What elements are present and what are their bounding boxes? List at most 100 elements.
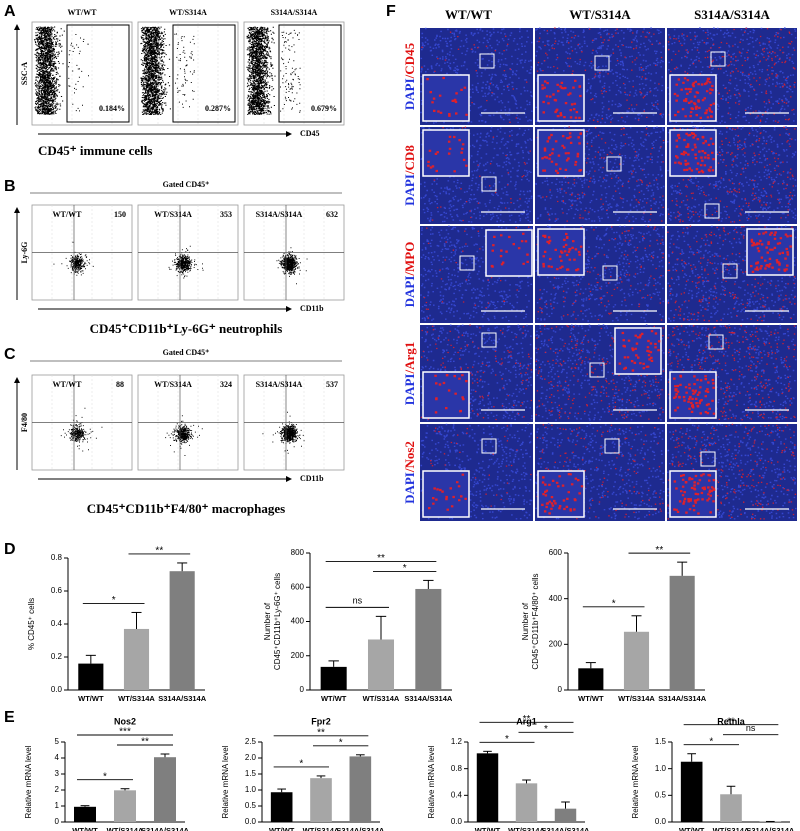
y-tick-label: 0.0 [51,685,63,694]
genotype-label: WT/S314A [169,8,207,17]
inset-signal [674,132,715,174]
x-tick-label: WT/S314A [303,826,340,831]
x-tick-label: S314A/S314A [158,694,207,703]
y-axis-label: % CD45⁺ cells [27,598,36,650]
x-tick-label: WT/S314A [508,826,545,831]
x-tick-label: WT/S314A [363,694,400,703]
inset-signal [428,473,467,511]
bar [310,778,332,822]
y-tick-label: 1.5 [655,737,667,746]
y-tick-label: 1.0 [655,764,667,773]
bar [476,753,499,822]
y-tick-label: 800 [291,548,305,557]
marker-signal [536,126,665,222]
chart-title: Fpr2 [311,716,331,726]
row-label: DAPI/CD45 [402,42,417,110]
inset-zoom [422,470,470,518]
chart-title: Nos2 [114,716,136,726]
y-tick-label: 600 [549,548,563,557]
arrow-head [14,207,20,213]
x-tick-label: WT/WT [475,826,501,831]
inset-region [606,156,622,172]
stain-marker: /CD8 [402,145,417,175]
significance-label: ** [655,545,663,556]
inset-signal [541,473,584,515]
arrow-head [14,24,20,30]
bar [320,666,347,690]
significance-label: * [339,737,343,748]
arrow-head [14,377,20,383]
inset-signal [673,374,716,415]
y-axis-label: CD45⁺CD11b⁺Ly-6G⁺ cells [273,573,282,670]
arrow-head [286,306,292,312]
gate-value: 353 [220,210,232,219]
inset-zoom [669,74,717,122]
chart-title: Arg1 [516,716,537,726]
panel-label: A [4,3,16,20]
panel-label: B [4,178,16,195]
panel-caption: CD45⁺CD11b⁺Ly-6G⁺ neutrophils [90,321,283,336]
genotype-label: WT/WT [68,8,98,17]
stain-dapi: DAPI [402,374,417,406]
significance-label: * [612,598,616,609]
y-tick-label: 0 [55,817,60,826]
gate [278,24,342,123]
inset-zoom [422,74,470,122]
panel-label: F [386,3,396,20]
significance-label: * [299,759,303,770]
x-tick-label: S314A/S314A [658,694,707,703]
inset-signal [426,76,468,117]
inset-region [602,265,618,281]
gate-header: Gated CD45⁺ [163,348,210,357]
y-tick-label: 0.0 [451,817,463,826]
y-tick-label: 1.5 [245,769,257,778]
inset-region [481,176,497,192]
column-header: S314A/S314A [694,7,770,22]
y-tick-label: 400 [549,594,563,603]
row-label: DAPI/Nos2 [402,441,417,504]
panel-caption: CD45⁺CD11b⁺F4/80⁺ macrophages [87,501,285,516]
marker-signal [536,424,664,520]
x-tick-label: S314A/S314A [542,826,591,831]
y-tick-label: 0.4 [451,790,463,799]
bar [154,757,176,822]
significance-label: ns [746,723,756,733]
bar [349,756,372,822]
event-dots [246,26,301,115]
bar [515,783,538,822]
x-tick-label: S314A/S314A [746,826,795,831]
x-axis-label: CD11b [300,474,324,483]
y-tick-label: 0.8 [51,553,63,562]
bar [669,575,695,690]
y-tick-label: 2 [55,785,60,794]
gate-value: 150 [114,210,126,219]
y-tick-label: 200 [291,651,305,660]
y-axis-label: Relative mRNA level [631,745,640,818]
bar [578,668,604,690]
stain-marker: /Arg1 [402,342,417,375]
significance-label: * [103,771,107,782]
inset-signal [542,232,583,272]
event-dots [34,26,89,115]
significance-label: ** [523,714,531,725]
significance-label: ** [141,737,149,748]
y-tick-label: 0.2 [51,652,63,661]
inset-region [589,362,605,378]
panel-label: C [4,346,16,363]
gate-header: Gated CD45⁺ [163,180,210,189]
inset-region [594,55,610,71]
stain-dapi: DAPI [402,174,417,206]
gate-value: 0.184% [99,104,125,113]
x-tick-label: S314A/S314A [141,826,190,831]
y-axis-label: Number of [263,602,272,640]
y-tick-label: 0.5 [245,801,257,810]
y-tick-label: 0.5 [655,790,667,799]
bar [367,639,395,690]
bar [78,663,104,690]
chart-title: Retnla [717,716,746,726]
gate-value: 632 [326,210,338,219]
x-axis-label: CD45 [300,129,320,138]
significance-label: * [112,595,116,606]
